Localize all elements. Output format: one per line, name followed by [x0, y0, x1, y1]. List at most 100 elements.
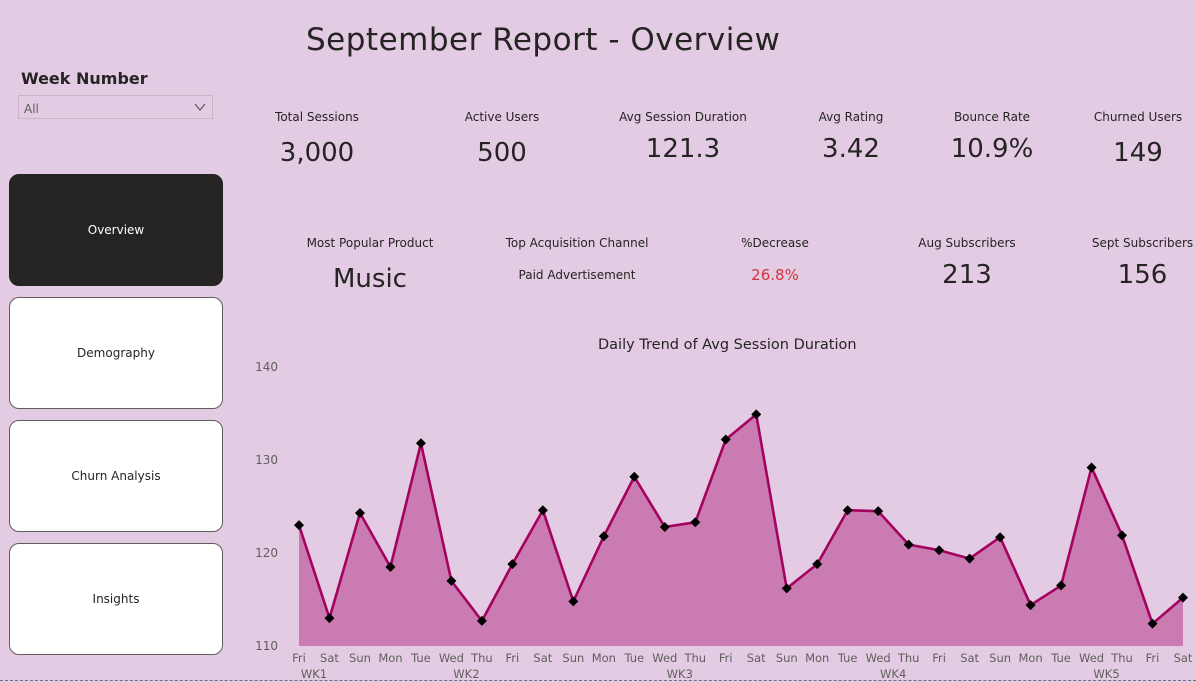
x-tick-label: Wed: [1079, 651, 1104, 665]
x-tick-label: Mon: [592, 651, 616, 665]
page-bottom-divider: [0, 680, 1196, 681]
week-group-label: WK3: [667, 667, 693, 681]
x-tick-label: Thu: [470, 651, 493, 665]
kpi-value: 156: [1117, 260, 1168, 290]
data-point-marker: [507, 559, 518, 570]
nav-button-demography[interactable]: Demography: [9, 297, 223, 409]
kpi-value: Paid Advertisement: [518, 268, 636, 282]
y-tick-label: 140: [255, 360, 278, 374]
kpi-value: 213: [942, 260, 992, 290]
y-tick-label: 130: [255, 453, 278, 467]
kpi-top-acquisition-channel: Top Acquisition Channel Paid Advertiseme…: [497, 236, 657, 282]
data-point-marker: [446, 575, 457, 586]
kpi-value: 121.3: [645, 134, 721, 164]
x-tick-label: Sun: [349, 651, 371, 665]
nav-button-label: Insights: [92, 592, 140, 606]
kpi-label: Most Popular Product: [306, 236, 434, 250]
data-point-marker: [537, 505, 548, 516]
data-point-marker: [324, 613, 335, 624]
kpi-value: 3,000: [279, 138, 355, 168]
data-point-marker: [385, 561, 396, 572]
x-tick-label: Wed: [866, 651, 891, 665]
data-point-marker: [1025, 600, 1036, 611]
data-point-marker: [1117, 530, 1128, 541]
x-tick-label: Thu: [1110, 651, 1133, 665]
kpi-value: 26.8%: [751, 266, 799, 284]
nav-button-label: Churn Analysis: [71, 469, 161, 483]
kpi-label: Avg Rating: [818, 110, 884, 124]
data-point-marker: [1178, 592, 1188, 603]
chevron-down-icon: [194, 103, 206, 112]
kpi-churned-users: Churned Users 149: [1080, 110, 1196, 168]
kpi-most-popular-product: Most Popular Product Music: [290, 236, 450, 294]
kpi-label: Active Users: [464, 110, 540, 124]
kpi-aug-subscribers: Aug Subscribers 213: [897, 236, 1037, 290]
x-tick-label: Mon: [1018, 651, 1042, 665]
kpi-label: Top Acquisition Channel: [505, 236, 649, 250]
nav-button-overview[interactable]: Overview: [9, 174, 223, 286]
x-tick-label: Sat: [747, 651, 766, 665]
week-group-label: WK4: [880, 667, 906, 681]
data-point-marker: [812, 559, 823, 570]
x-tick-label: Sat: [320, 651, 339, 665]
week-group-label: WK1: [301, 667, 327, 681]
x-tick-label: Sat: [960, 651, 979, 665]
nav-button-label: Overview: [87, 223, 145, 237]
data-point-marker: [629, 471, 640, 482]
data-point-marker: [568, 596, 579, 607]
kpi-sept-subscribers: Sept Subscribers 156: [1089, 236, 1196, 290]
y-tick-label: 120: [255, 546, 278, 560]
kpi-label: Aug Subscribers: [918, 236, 1016, 250]
y-tick-label: 110: [255, 639, 278, 653]
nav-button-label: Demography: [77, 346, 155, 360]
area-fill: [299, 414, 1183, 646]
x-tick-label: Sun: [776, 651, 798, 665]
series-line: [297, 413, 1184, 625]
data-point-marker: [294, 520, 304, 531]
kpi-value: 149: [1113, 138, 1163, 168]
data-point-marker: [354, 508, 365, 519]
nav-button-insights[interactable]: Insights: [9, 543, 223, 655]
kpi-avg-session-duration: Avg Session Duration 121.3: [602, 110, 764, 164]
kpi-label: Churned Users: [1093, 110, 1183, 124]
x-tick-label: Mon: [805, 651, 829, 665]
data-point-marker: [781, 583, 792, 594]
data-point-marker: [903, 539, 914, 550]
data-point-marker: [964, 553, 975, 564]
x-tick-label: Fri: [1146, 651, 1160, 665]
kpi-active-users: Active Users 500: [432, 110, 572, 168]
data-point-marker: [751, 409, 762, 420]
data-point-marker: [1147, 618, 1158, 629]
x-tick-label: Tue: [623, 651, 644, 665]
kpi-value: Music: [333, 264, 407, 294]
week-number-dropdown[interactable]: All: [18, 95, 213, 119]
data-point-marker: [659, 521, 670, 532]
week-number-dropdown-value: All: [24, 102, 39, 116]
x-tick-label: Sat: [1174, 651, 1193, 665]
kpi-label: Bounce Rate: [953, 110, 1031, 124]
x-tick-label: Fri: [719, 651, 733, 665]
x-tick-label: Sun: [562, 651, 584, 665]
x-tick-label: Tue: [837, 651, 858, 665]
data-point-marker: [1086, 462, 1097, 473]
x-tick-label: Tue: [410, 651, 431, 665]
kpi-total-sessions: Total Sessions 3,000: [247, 110, 387, 168]
kpi-value: 10.9%: [950, 134, 1034, 164]
data-point-marker: [476, 615, 487, 626]
kpi-label: %Decrease: [741, 236, 809, 250]
data-point-marker: [995, 532, 1006, 543]
x-tick-label: Fri: [932, 651, 946, 665]
x-tick-label: Sun: [989, 651, 1011, 665]
chart-title: Daily Trend of Avg Session Duration: [598, 337, 857, 353]
kpi-label: Total Sessions: [275, 110, 359, 124]
x-tick-label: Tue: [1050, 651, 1071, 665]
x-tick-label: Thu: [683, 651, 706, 665]
data-point-marker: [690, 517, 701, 528]
week-group-label: WK5: [1093, 667, 1119, 681]
data-point-marker: [873, 506, 884, 517]
x-tick-label: Fri: [506, 651, 520, 665]
data-point-marker: [842, 505, 853, 516]
data-point-marker: [934, 545, 945, 556]
nav-button-churn-analysis[interactable]: Churn Analysis: [9, 420, 223, 532]
